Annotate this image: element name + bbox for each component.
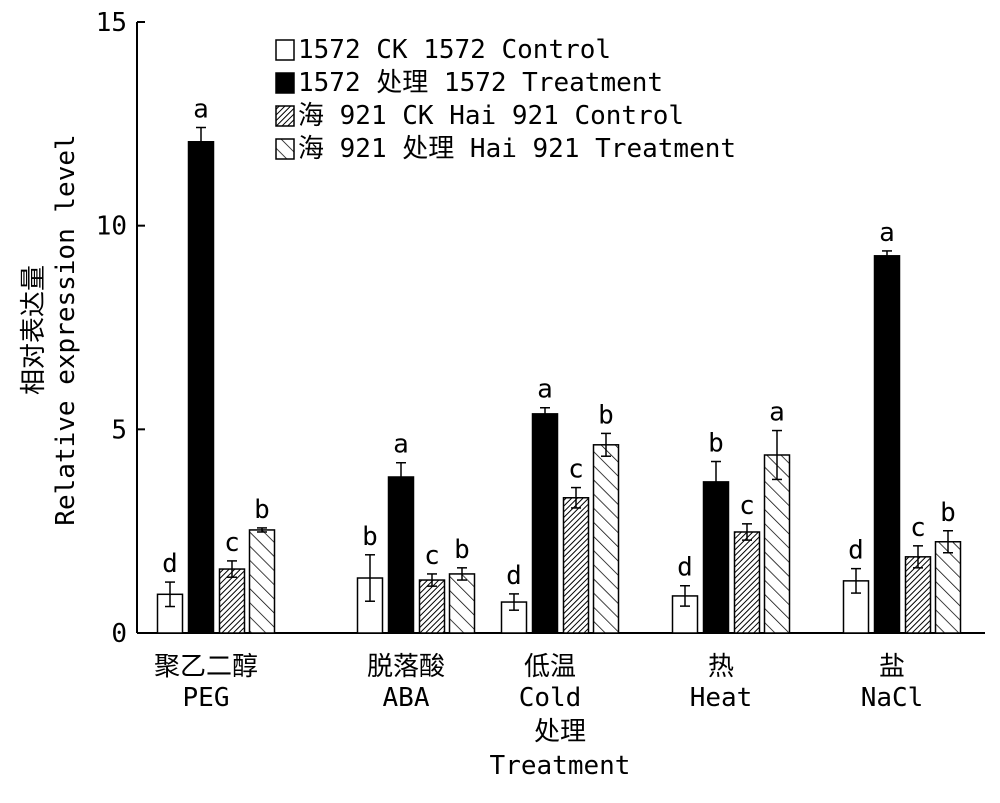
y-axis-label-cn: 相对表达量 [19, 265, 49, 395]
bar [733, 531, 761, 634]
bar [702, 481, 730, 634]
legend-swatch [275, 39, 295, 61]
x-tick-label-cn: 热 [708, 652, 734, 682]
bar [934, 541, 962, 634]
bar [248, 529, 276, 634]
bar [904, 556, 932, 634]
bar [531, 413, 559, 634]
significance-letter: a [879, 218, 895, 248]
x-tick-label-cn: 低温 [524, 652, 576, 682]
bar [387, 476, 415, 634]
significance-letter: c [739, 491, 755, 521]
y-tick-label: 15 [96, 8, 127, 38]
legend-label: 1572 CK 1572 Control [298, 35, 611, 65]
legend-label: 1572 处理 1572 Treatment [298, 68, 663, 98]
significance-letter: c [910, 513, 926, 543]
legend-label: 海 921 处理 Hai 921 Treatment [298, 134, 736, 164]
significance-letter: a [537, 375, 553, 405]
y-tick-label: 5 [111, 415, 127, 445]
bar [763, 454, 791, 634]
y-axis-label: Relative expression level [51, 134, 81, 525]
significance-letter: b [940, 498, 956, 528]
legend-swatch [275, 105, 295, 127]
x-tick-label-cn: 盐 [879, 652, 905, 682]
significance-letter: b [454, 535, 470, 565]
significance-letter: b [254, 495, 270, 525]
bar [873, 255, 901, 634]
significance-letter: c [568, 455, 584, 485]
bar [418, 579, 446, 634]
legend-swatch [275, 138, 295, 160]
legend-swatch [275, 72, 295, 94]
significance-letter: b [708, 429, 724, 459]
x-tick-label-cn: 脱落酸 [367, 652, 445, 682]
significance-letter: c [224, 528, 240, 558]
significance-letter: d [506, 561, 522, 591]
significance-letter: a [769, 398, 785, 428]
bar [592, 444, 620, 634]
x-group-label-cn: 处理 [534, 717, 586, 747]
x-tick-label: Heat [690, 683, 753, 713]
y-tick-label: 0 [111, 619, 127, 649]
legend-label: 海 921 CK Hai 921 Control [298, 101, 684, 131]
x-tick-label-cn: 聚乙二醇 [154, 652, 258, 682]
significance-letter: d [848, 536, 864, 566]
significance-letter: c [424, 541, 440, 571]
bar [218, 568, 246, 634]
y-tick-label: 10 [96, 212, 127, 242]
bar [448, 573, 476, 634]
x-tick-label: Cold [519, 683, 582, 713]
significance-letter: d [677, 553, 693, 583]
significance-letter: b [362, 522, 378, 552]
x-tick-label: NaCl [861, 683, 924, 713]
significance-letter: b [598, 400, 614, 430]
significance-letter: d [162, 549, 178, 579]
x-group-label: Treatment [490, 751, 631, 781]
significance-letter: a [193, 94, 209, 124]
bar [562, 497, 590, 634]
x-tick-label: PEG [183, 683, 230, 713]
bar [187, 141, 215, 634]
x-tick-label: ABA [383, 683, 430, 713]
significance-letter: a [393, 430, 409, 460]
